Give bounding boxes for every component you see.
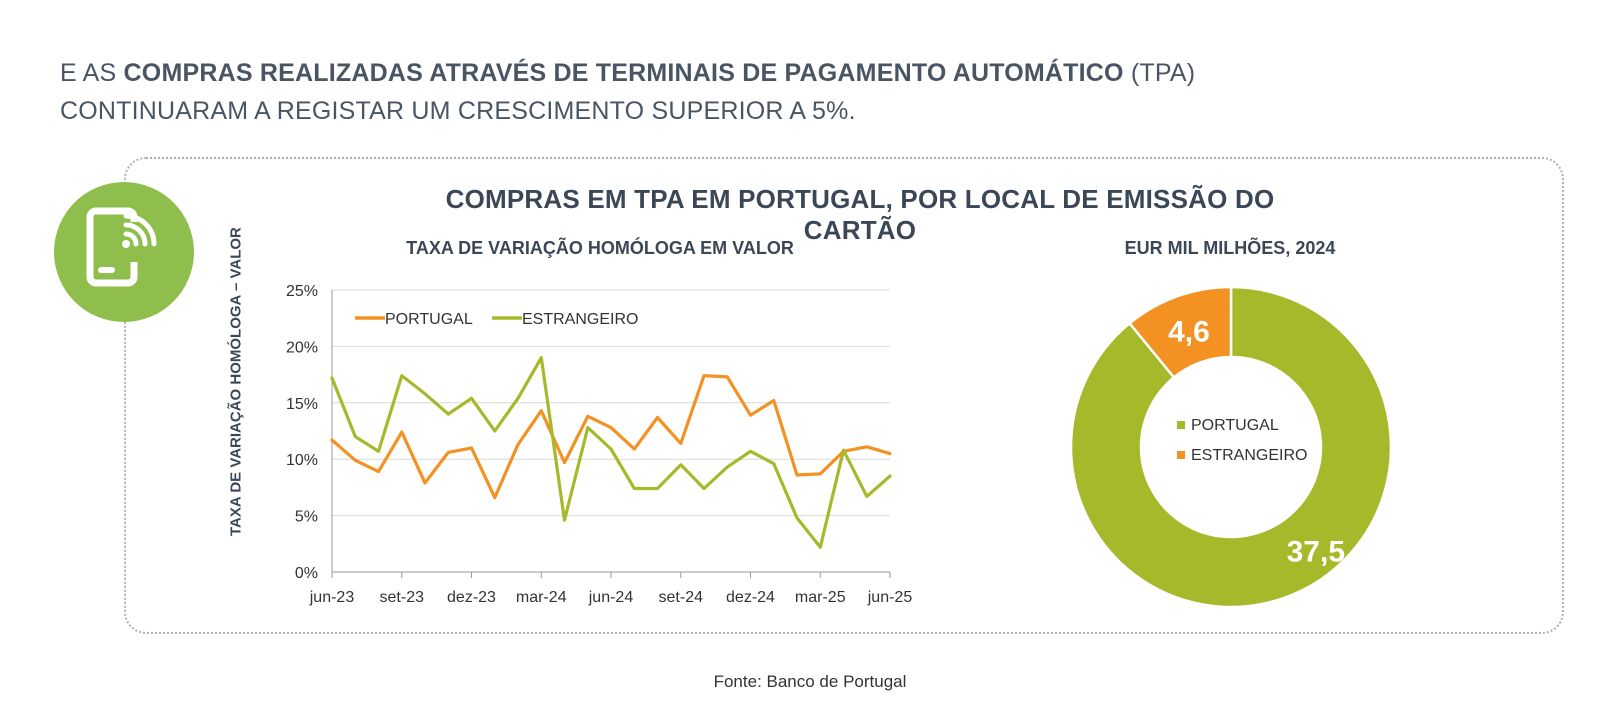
x-tick-label: mar-25 — [795, 589, 846, 606]
x-tick-label: jun-24 — [588, 589, 634, 606]
headline-line-1-bold: COMPRAS REALIZADAS ATRAVÉS DE TERMINAIS … — [123, 59, 1124, 87]
donut-value-label: 4,6 — [1168, 315, 1210, 348]
legend-label: ESTRANGEIRO — [522, 311, 638, 328]
y-tick-label: 20% — [286, 339, 318, 356]
donut-value-labels: 37,5 4,6 — [1168, 315, 1345, 568]
y-tick-label: 0% — [295, 565, 318, 582]
y-tick-label: 5% — [295, 509, 318, 526]
y-tick-label: 25% — [286, 283, 318, 300]
mobile-payment-icon — [86, 207, 158, 287]
headline: E AS COMPRAS REALIZADAS ATRAVÉS DE TERMI… — [60, 54, 1195, 130]
y-tick-label: 10% — [286, 452, 318, 469]
legend-label: PORTUGAL — [385, 311, 473, 328]
headline-line-1-post: (TPA) — [1123, 59, 1196, 87]
legend-label: ESTRANGEIRO — [1191, 447, 1307, 464]
x-tick-label: jun-25 — [867, 589, 913, 606]
donut-slice-portugal — [1069, 285, 1393, 609]
series-line-estrangeiro — [330, 356, 892, 549]
source-note: Fonte: Banco de Portugal — [713, 672, 907, 691]
line-chart-series — [330, 356, 892, 549]
panel-title: COMPRAS EM TPA EM PORTUGAL, POR LOCAL DE… — [445, 184, 1275, 245]
chart-panel — [124, 157, 1564, 634]
line-chart-x-ticks: jun-23 set-23 dez-23 mar-24 jun-24 set-24 dez-… — [309, 572, 913, 606]
headline-line-1-pre: E AS — [60, 59, 124, 87]
legend-label: PORTUGAL — [1191, 417, 1279, 434]
x-tick-label: set-24 — [659, 589, 704, 606]
headline-line-2: CONTINUARAM A REGISTAR UM CRESCIMENTO SU… — [60, 97, 856, 125]
line-chart-y-ticks: 0% 5% 10% 15% 20% 25% — [286, 283, 318, 582]
line-chart-legend: PORTUGAL ESTRANGEIRO — [355, 311, 638, 328]
series-line-portugal — [330, 374, 892, 500]
donut-chart-title: EUR MIL MILHÕES, 2024 — [1124, 238, 1336, 258]
x-tick-label: dez-23 — [447, 589, 496, 606]
x-tick-label: jun-23 — [309, 589, 355, 606]
x-tick-label: set-23 — [380, 589, 425, 606]
line-chart-title: TAXA DE VARIAÇÃO HOMÓLOGA EM VALOR — [406, 238, 794, 258]
donut-slices — [1069, 285, 1393, 609]
x-tick-label: dez-24 — [726, 589, 775, 606]
legend-swatch — [1177, 451, 1185, 459]
donut-slice-estrangeiro — [1127, 285, 1233, 380]
legend-swatch — [1177, 421, 1185, 429]
badge — [54, 182, 194, 322]
headline-line-1: E AS COMPRAS REALIZADAS ATRAVÉS DE TERMI… — [60, 54, 1195, 92]
y-tick-label: 15% — [286, 396, 318, 413]
x-tick-label: mar-24 — [516, 589, 567, 606]
donut-value-label: 37,5 — [1287, 535, 1345, 568]
donut-legend: PORTUGAL ESTRANGEIRO — [1177, 417, 1307, 464]
